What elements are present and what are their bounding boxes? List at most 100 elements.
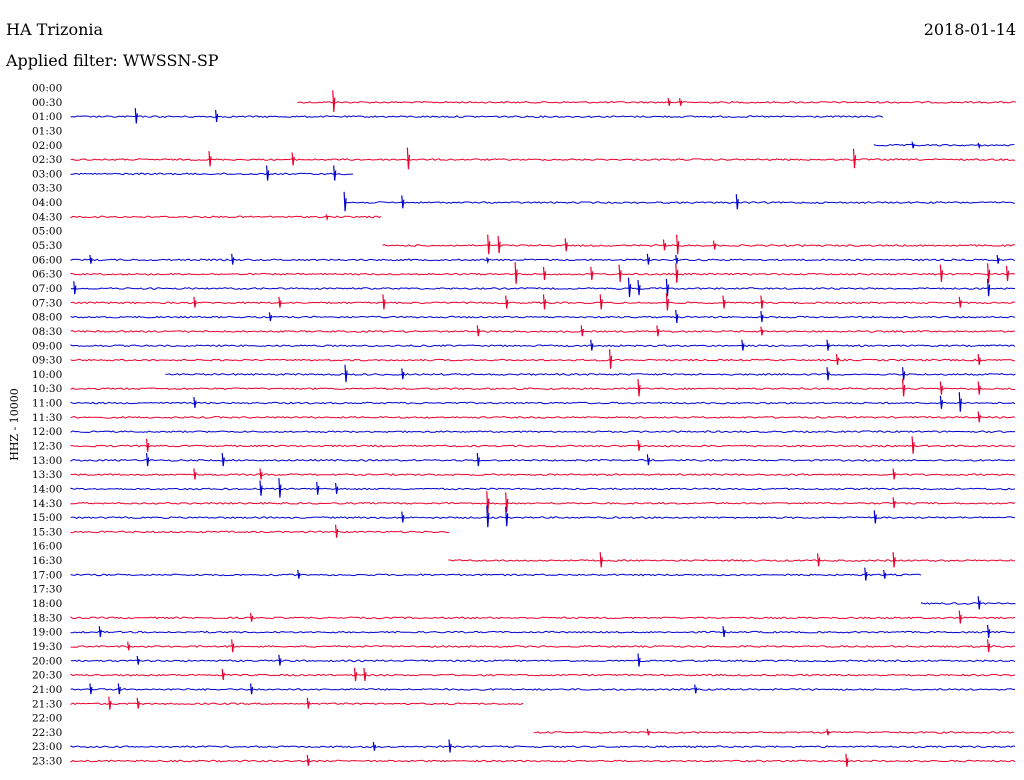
event-spike <box>590 339 594 351</box>
event-spike <box>259 468 263 480</box>
event-spike <box>306 754 310 766</box>
trace-row <box>71 659 1016 663</box>
event-spike <box>486 257 490 264</box>
event-spike <box>231 253 235 265</box>
trace-row <box>70 673 1016 677</box>
event-spike <box>332 90 336 112</box>
event-spike <box>231 639 235 653</box>
event-spike <box>564 238 568 252</box>
time-label: 01:00 <box>32 111 62 123</box>
event-spike <box>987 263 991 283</box>
trace-row <box>70 516 1016 519</box>
time-label: 02:30 <box>32 154 62 166</box>
time-label: 03:00 <box>32 168 62 180</box>
event-spike <box>722 626 726 638</box>
time-label: 06:30 <box>32 269 62 281</box>
event-spike <box>1005 265 1010 281</box>
time-label: 23:30 <box>32 756 62 768</box>
trace-row <box>70 530 450 534</box>
time-label: 02:00 <box>32 140 62 152</box>
trace-row <box>344 201 1016 204</box>
time-label: 08:00 <box>32 312 62 324</box>
time-label: 00:30 <box>32 97 62 109</box>
event-spike <box>675 309 679 323</box>
time-label: 05:30 <box>32 240 62 252</box>
time-label: 15:30 <box>32 526 62 538</box>
event-spike <box>505 295 509 309</box>
time-label: 04:30 <box>32 211 62 223</box>
event-spike <box>826 367 830 381</box>
trace-row <box>70 745 1016 749</box>
time-label: 11:30 <box>32 412 62 424</box>
event-spike <box>665 278 669 297</box>
time-label: 17:30 <box>32 584 62 596</box>
event-spike <box>637 280 641 296</box>
time-label: 21:30 <box>32 698 62 710</box>
event-spike <box>873 510 877 524</box>
trace-row <box>448 559 1016 562</box>
trace-row <box>70 702 524 706</box>
event-spike <box>89 254 93 264</box>
event-spike <box>911 141 915 149</box>
time-label: 09:00 <box>32 340 62 352</box>
time-label: 01:30 <box>32 125 62 137</box>
event-spike <box>646 253 650 265</box>
trace-row <box>70 501 1016 505</box>
event-spike <box>911 436 915 454</box>
event-spike <box>662 239 667 251</box>
trace-row <box>70 301 1016 305</box>
trace-row <box>70 645 1016 648</box>
event-spike <box>193 468 197 480</box>
filter-label: Applied filter: WWSSN-SP <box>6 51 219 70</box>
event-spike <box>637 439 641 451</box>
event-spike <box>902 367 906 381</box>
time-label: 19:00 <box>32 627 62 639</box>
event-spike <box>146 453 150 467</box>
event-spike <box>760 326 764 336</box>
event-spike <box>514 262 518 284</box>
time-label: 19:30 <box>32 641 62 653</box>
event-spike <box>486 505 490 528</box>
event-spike <box>864 567 868 581</box>
event-spike <box>297 570 301 579</box>
event-spike <box>599 294 603 310</box>
time-label: 23:00 <box>32 741 62 753</box>
event-spike <box>987 278 991 297</box>
event-spike <box>675 263 679 283</box>
time-label: 22:30 <box>32 727 62 739</box>
event-spike <box>136 697 140 709</box>
time-label: 07:00 <box>32 283 62 295</box>
event-spike <box>250 612 254 622</box>
time-label: 17:00 <box>32 569 62 581</box>
event-spike <box>193 296 197 308</box>
event-spike <box>637 653 641 667</box>
event-spike <box>406 147 410 170</box>
event-spike <box>646 728 650 736</box>
event-spike <box>278 478 282 498</box>
event-spike <box>401 368 405 380</box>
event-spike <box>977 381 981 395</box>
event-spike <box>667 98 671 106</box>
trace-row <box>70 215 382 219</box>
event-spike <box>278 296 282 308</box>
event-spike <box>73 281 77 295</box>
time-label: 14:00 <box>32 483 62 495</box>
event-spike <box>542 294 547 310</box>
event-spike <box>335 482 339 494</box>
event-spike <box>221 453 225 467</box>
event-spike <box>760 311 764 322</box>
trace-row <box>70 272 1016 276</box>
event-spike <box>977 142 981 150</box>
trace-row <box>70 344 1016 348</box>
trace-row <box>921 602 1016 605</box>
event-spike <box>476 453 480 467</box>
event-spike <box>401 511 405 523</box>
time-label: 08:30 <box>32 326 62 338</box>
trace-row <box>70 315 1016 319</box>
event-spike <box>676 234 680 255</box>
trace-row <box>873 143 1015 147</box>
time-label: 18:30 <box>32 612 62 624</box>
event-spike <box>646 454 650 466</box>
event-spike <box>193 396 197 408</box>
event-spike <box>722 295 726 309</box>
